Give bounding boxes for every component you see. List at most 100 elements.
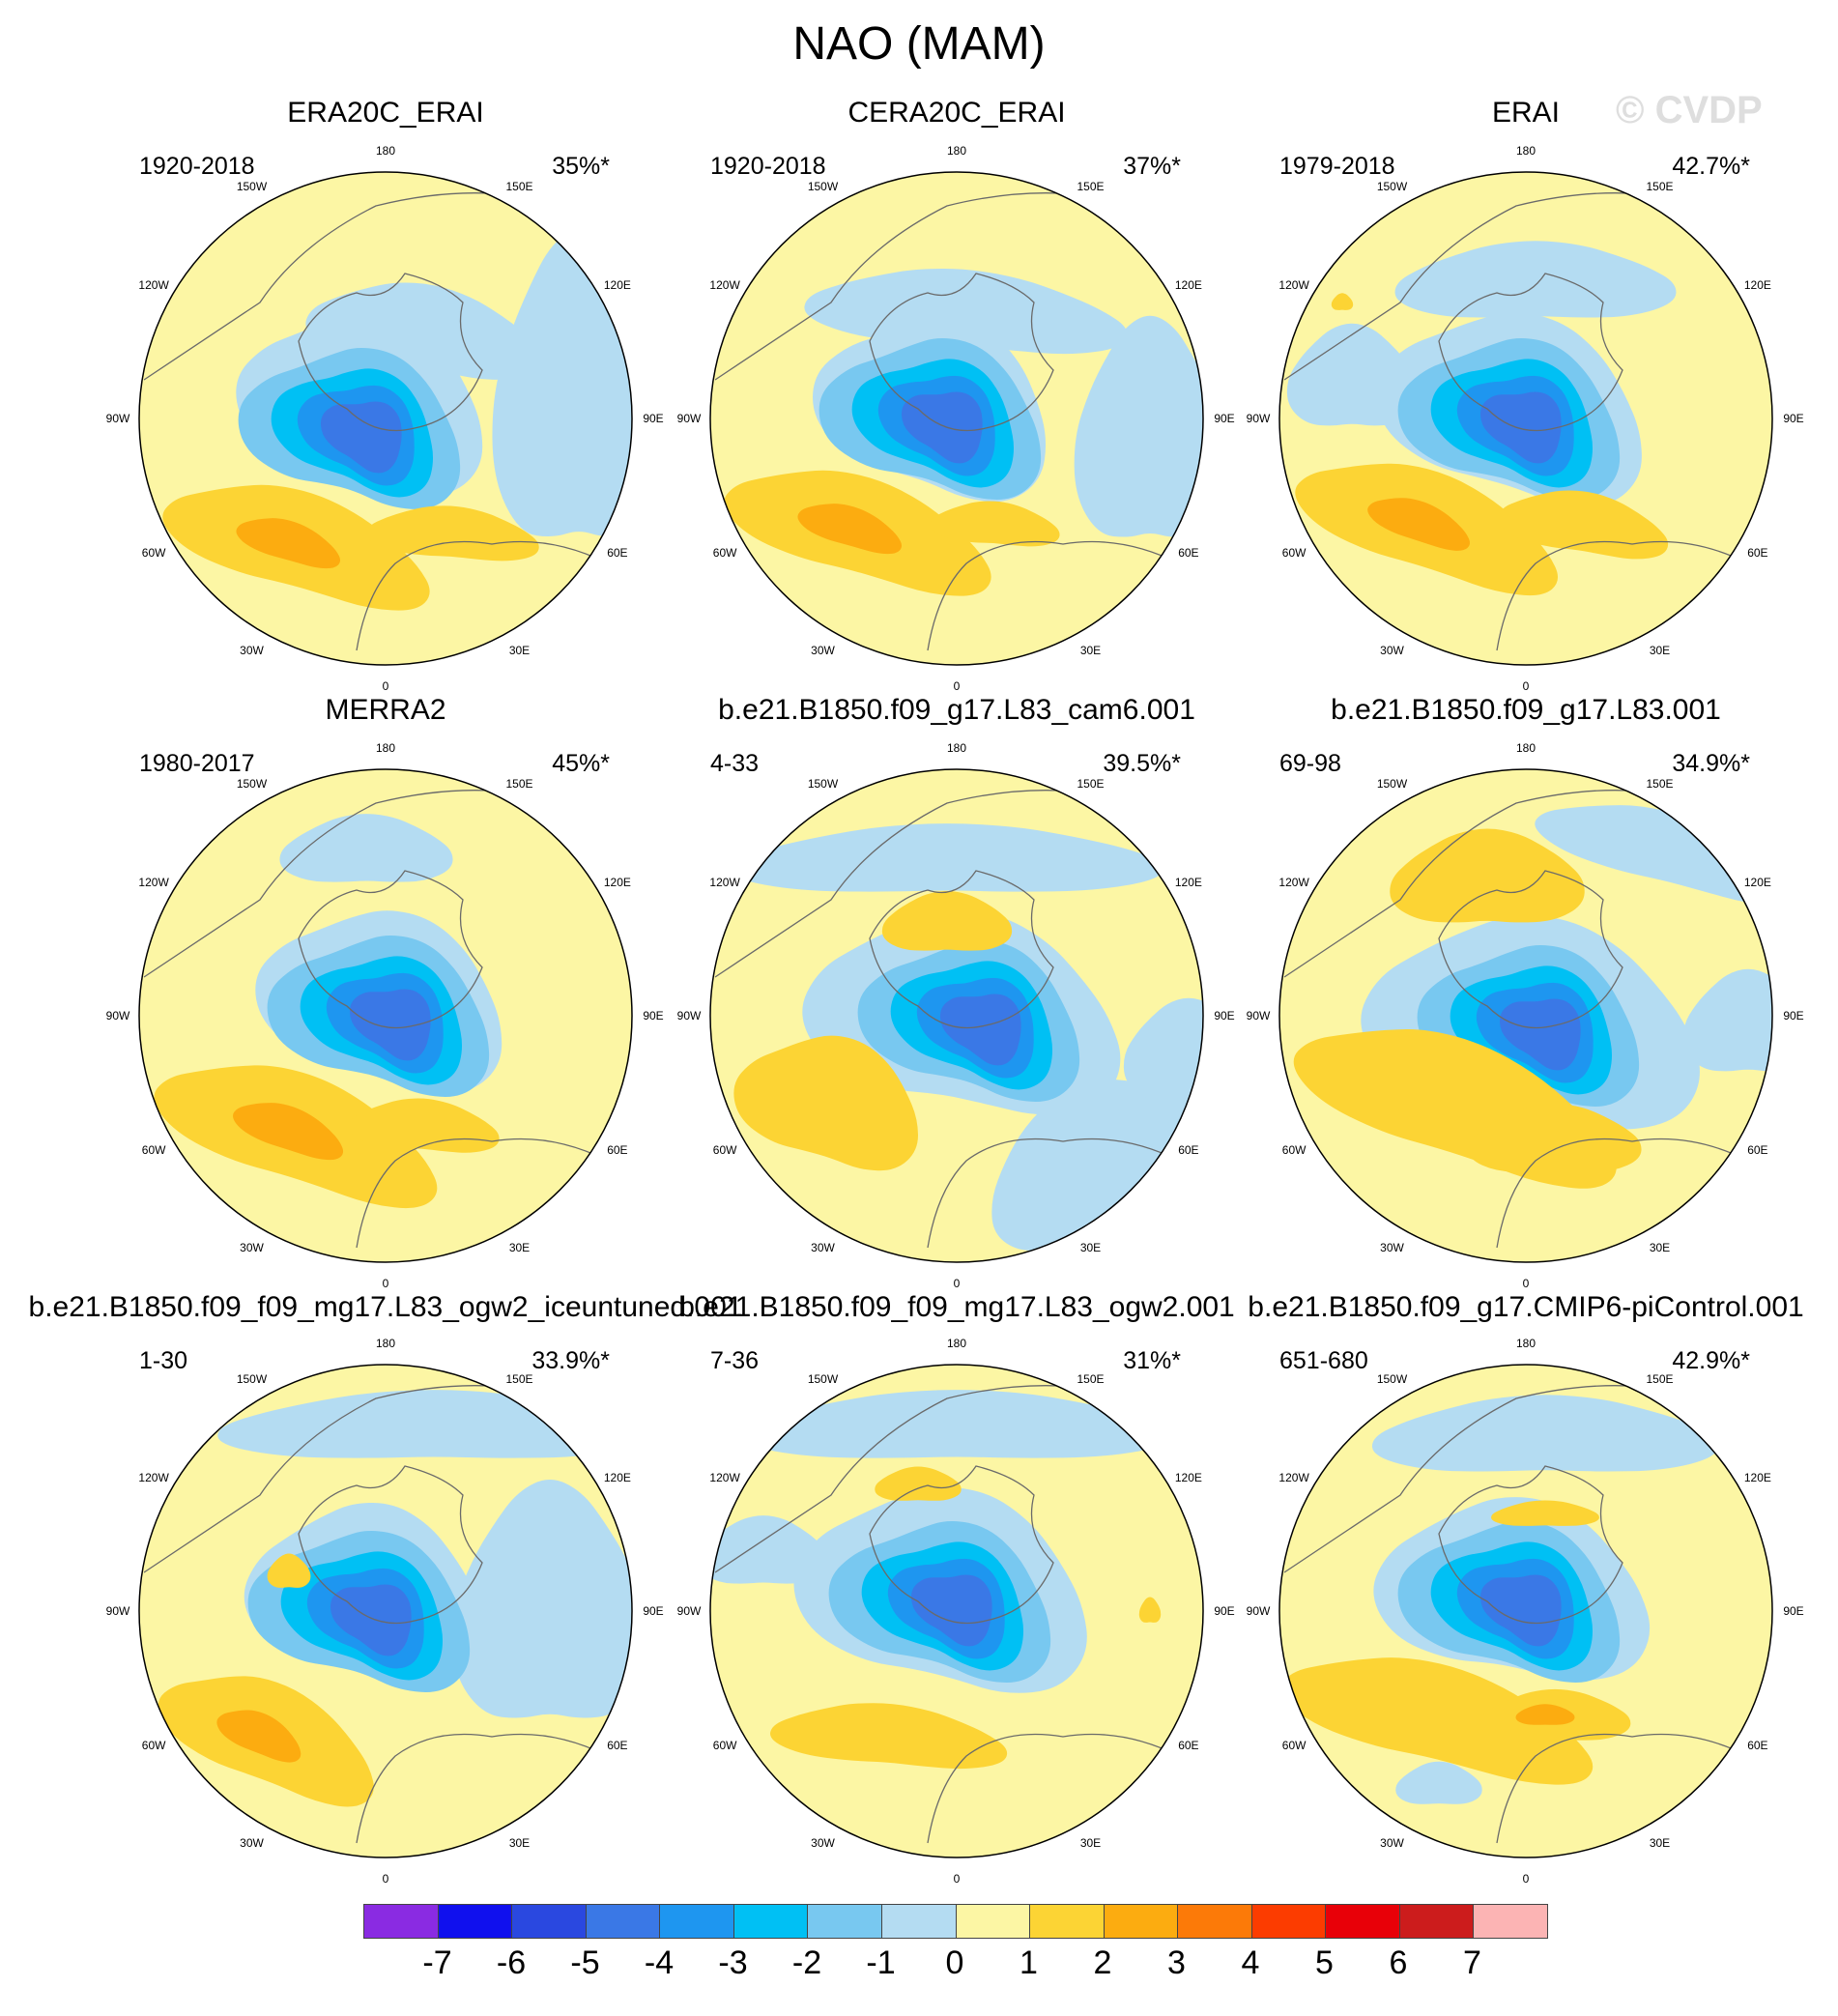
- negative-anomaly-core: [320, 401, 402, 474]
- longitude-label: 30E: [508, 643, 531, 657]
- longitude-label: 90E: [1783, 412, 1804, 425]
- panel-title: b.e21.B1850.f09_g17.L83_cam6.001: [718, 694, 1195, 726]
- longitude-label: 120E: [1174, 875, 1202, 889]
- longitude-label: 30E: [1079, 1240, 1102, 1254]
- longitude-label: 120E: [603, 277, 631, 292]
- longitude-label: 30W: [811, 643, 835, 657]
- longitude-label: 30W: [240, 1835, 264, 1850]
- longitude-label: 90W: [1246, 1604, 1271, 1618]
- colorbar-label: -7: [422, 1944, 452, 1981]
- longitude-label: 60E: [1178, 1738, 1199, 1752]
- negative-anomaly-core: [901, 391, 983, 464]
- longitude-label: 120E: [1174, 277, 1202, 292]
- colorbar-swatch: [586, 1905, 661, 1938]
- panel-variance: 34.9%*: [1672, 750, 1750, 777]
- longitude-label: 60E: [607, 1142, 628, 1157]
- negative-anomaly-region: [1394, 241, 1677, 318]
- positive-anomaly-region: [875, 1466, 962, 1501]
- positive-anomaly-region: [881, 891, 1013, 951]
- longitude-label: 30W: [811, 1835, 835, 1850]
- colorbar-swatch: [1178, 1905, 1252, 1938]
- longitude-label: 60W: [712, 545, 737, 560]
- longitude-label: 150W: [236, 1372, 268, 1387]
- panel-period: 1-30: [139, 1347, 188, 1374]
- positive-anomaly-region: [733, 1035, 919, 1171]
- map-border: [138, 768, 633, 1263]
- colorbar-label: -3: [718, 1944, 748, 1981]
- longitude-label: 90W: [1246, 1009, 1271, 1022]
- america-coastline: [143, 192, 522, 381]
- america-coastline: [714, 790, 1093, 978]
- panel-title: b.e21.B1850.f09_g17.L83.001: [1331, 694, 1721, 726]
- arctic-coastline: [298, 1465, 483, 1625]
- positive-anomaly-region: [366, 505, 539, 562]
- america-coastline: [1283, 790, 1662, 978]
- negative-anomaly-region: [1395, 1761, 1482, 1804]
- eurasia-coastline: [927, 1138, 1180, 1249]
- longitude-label: 150E: [1646, 777, 1674, 792]
- longitude-label: 90W: [676, 1009, 702, 1022]
- longitude-label: 30E: [1649, 1835, 1671, 1850]
- panel-variance: 39.5%*: [1103, 750, 1181, 777]
- panel-title: CERA20C_ERAI: [847, 97, 1066, 129]
- map-border: [1278, 171, 1773, 666]
- colorbar-swatch: [1104, 1905, 1179, 1938]
- longitude-label: 60E: [1747, 545, 1768, 560]
- positive-anomaly-region: [1497, 490, 1669, 560]
- longitude-label: 90W: [105, 1009, 130, 1022]
- longitude-label: 120W: [138, 875, 169, 889]
- america-coastline: [1283, 1385, 1662, 1573]
- panel-title: b.e21.B1850.f09_f09_mg17.L83_ogw2.001: [678, 1291, 1235, 1323]
- positive-anomaly-region: [267, 1553, 311, 1588]
- longitude-label: 90E: [643, 1009, 664, 1022]
- eurasia-coastline: [356, 1733, 609, 1844]
- colorbar-swatch: [438, 1905, 513, 1938]
- polar-map: [1278, 1364, 1773, 1858]
- arctic-coastline: [869, 870, 1054, 1029]
- longitude-label: 90W: [676, 1604, 702, 1618]
- colorbar: [363, 1904, 1548, 1939]
- longitude-label: 90E: [1214, 1604, 1235, 1618]
- longitude-label: 180: [1515, 144, 1536, 158]
- longitude-label: 90W: [105, 1604, 130, 1618]
- panel-title: MERRA2: [325, 694, 446, 726]
- longitude-label: 0: [953, 1872, 961, 1886]
- eurasia-coastline: [356, 1138, 609, 1249]
- longitude-label: 120E: [1743, 277, 1771, 292]
- polar-map: [138, 1364, 633, 1858]
- arctic-coastline: [869, 1465, 1054, 1625]
- longitude-label: 60W: [141, 545, 166, 560]
- colorbar-swatch: [364, 1905, 439, 1938]
- eurasia-coastline: [1496, 540, 1749, 651]
- positive-anomaly-region: [770, 1703, 1008, 1770]
- longitude-label: 60E: [607, 545, 628, 560]
- longitude-label: 150E: [1646, 1372, 1674, 1387]
- map-border: [1278, 768, 1773, 1263]
- colorbar-swatch: [512, 1905, 587, 1938]
- longitude-label: 30E: [1649, 1240, 1671, 1254]
- polar-map: [709, 171, 1204, 666]
- positive-anomaly-region: [1491, 1500, 1599, 1526]
- positive-anomaly-region: [930, 501, 1060, 547]
- map-border: [1278, 1364, 1773, 1858]
- longitude-label: 180: [1515, 1337, 1536, 1350]
- arctic-coastline: [1438, 870, 1623, 1029]
- longitude-label: 30W: [240, 1240, 264, 1254]
- america-coastline: [714, 1385, 1093, 1573]
- positive-anomaly-region: [1390, 828, 1585, 923]
- longitude-label: 150E: [505, 1372, 533, 1387]
- eurasia-coastline: [927, 540, 1180, 651]
- colorbar-label: 7: [1463, 1944, 1481, 1981]
- polar-map: [138, 768, 633, 1263]
- longitude-label: 30E: [1079, 643, 1102, 657]
- polar-map: [138, 171, 633, 666]
- map-border: [138, 171, 633, 666]
- negative-anomaly-region: [740, 1390, 1173, 1458]
- colorbar-label: -6: [496, 1944, 527, 1981]
- colorbar-label: 0: [945, 1944, 964, 1981]
- arctic-coastline: [298, 870, 483, 1029]
- longitude-label: 0: [382, 679, 389, 693]
- polar-map: [709, 1364, 1204, 1858]
- negative-anomaly-region: [1286, 323, 1418, 426]
- longitude-label: 30E: [1079, 1835, 1102, 1850]
